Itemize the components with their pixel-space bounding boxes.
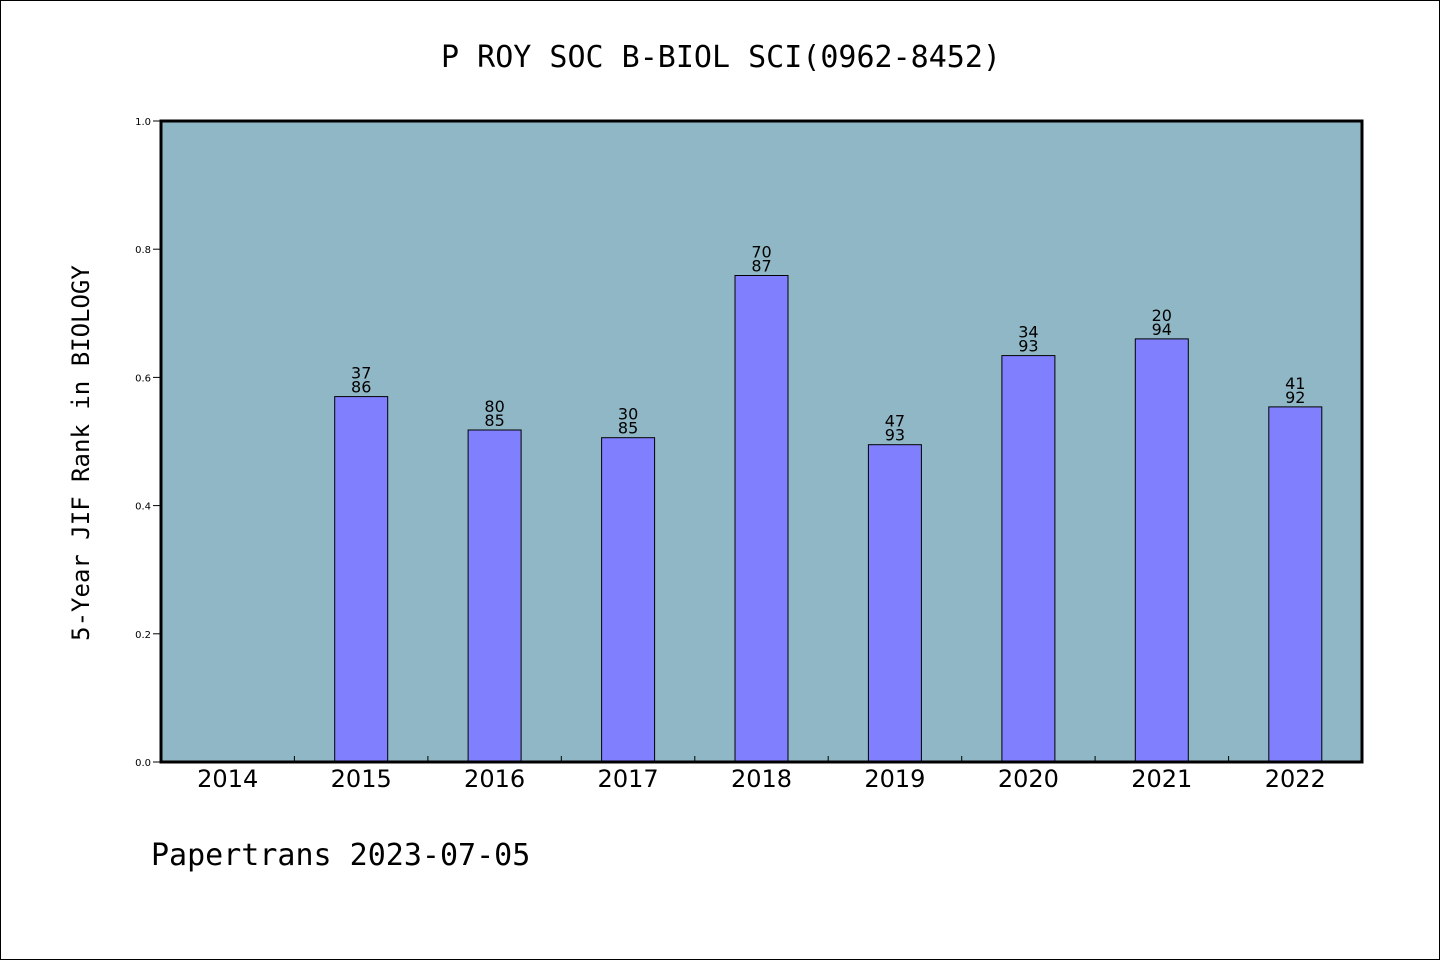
bar-label-rank-2020: 34 (1018, 323, 1038, 342)
x-tick-label-2019: 2019 (864, 765, 925, 793)
bar-label-rank-2021: 20 (1152, 306, 1172, 325)
bar-2020 (1001, 355, 1056, 763)
bars-layer (334, 275, 1323, 763)
bar-2017 (601, 437, 656, 763)
bar-label-total-2021: 94 (1152, 320, 1172, 339)
y-tick-label-0.8: 0.8 (135, 245, 151, 256)
x-tick-label-2022: 2022 (1265, 765, 1326, 793)
x-tick-label-2014: 2014 (197, 765, 258, 793)
x-tick-label-2021: 2021 (1131, 765, 1192, 793)
bar-label-total-2015: 86 (351, 378, 371, 397)
bar-label-total-2019: 93 (885, 426, 905, 445)
x-tick-label-2015: 2015 (331, 765, 392, 793)
bar-label-total-2017: 85 (618, 419, 638, 438)
bar-label-total-2020: 93 (1018, 337, 1038, 356)
x-tick-label-2020: 2020 (998, 765, 1059, 793)
bar-label-rank-2018: 70 (751, 243, 771, 262)
bar-2015 (334, 396, 389, 763)
bar-2016 (467, 429, 522, 763)
chart-title: P ROY SOC B-BIOL SCI(0962-8452) (441, 40, 1001, 75)
x-tick-label-2018: 2018 (731, 765, 792, 793)
x-axis-ticks: 2014 2015 2016 2017 2018 2019 2020 2021 2022 (197, 756, 1326, 793)
bar-label-total-2022: 92 (1285, 388, 1305, 407)
y-tick-label-0.6: 0.6 (135, 373, 151, 384)
bar-label-total-2016: 85 (484, 411, 504, 430)
bar-label-total-2018: 87 (751, 257, 771, 276)
y-axis-label: 5-Year JIF Rank in BIOLOGY (67, 265, 95, 641)
footer-credit: Papertrans 2023-07-05 (151, 838, 530, 873)
bar-2022 (1268, 406, 1323, 763)
bar-2018 (734, 275, 789, 763)
y-tick-label-0.4: 0.4 (135, 502, 151, 513)
x-tick-label-2017: 2017 (598, 765, 659, 793)
bar-label-rank-2016: 80 (484, 397, 504, 416)
y-axis-ticks: 0.0 0.2 0.4 0.6 0.8 1.0 (135, 117, 161, 769)
x-tick-label-2016: 2016 (464, 765, 525, 793)
bar-2021 (1134, 338, 1189, 763)
bar-label-rank-2015: 37 (351, 364, 371, 383)
bar-label-rank-2017: 30 (618, 405, 638, 424)
bar-label-rank-2019: 47 (885, 412, 905, 431)
y-tick-label-1.0: 1.0 (135, 117, 151, 128)
y-tick-label-0.2: 0.2 (135, 630, 151, 641)
bar-label-rank-2022: 41 (1285, 374, 1305, 393)
y-tick-label-0.0: 0.0 (135, 758, 151, 769)
bar-2019 (867, 444, 922, 763)
plot-border (159, 119, 1364, 764)
